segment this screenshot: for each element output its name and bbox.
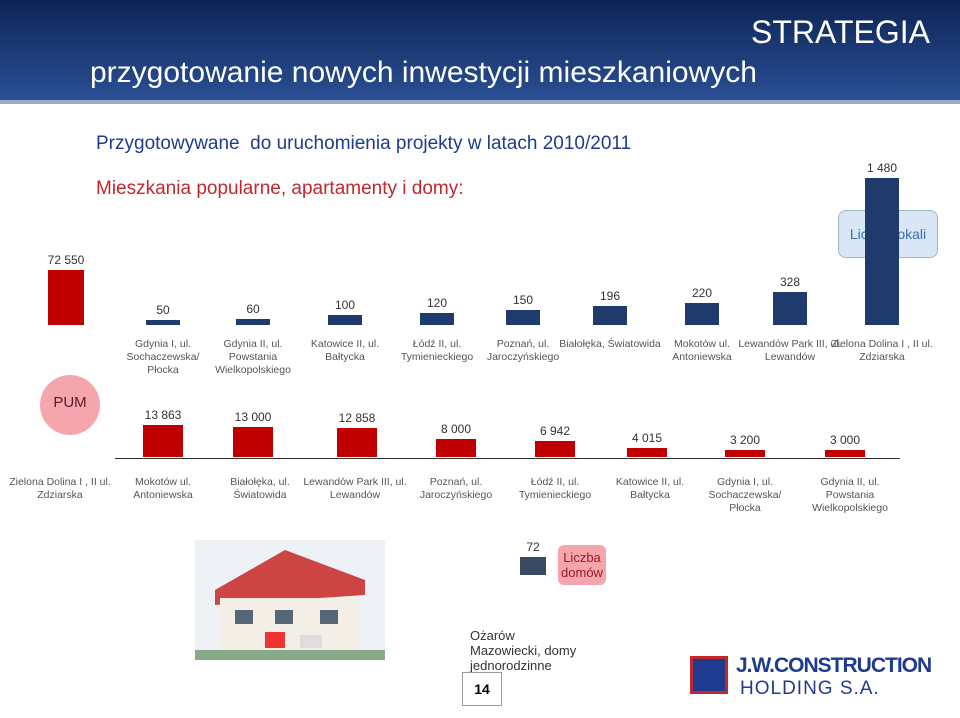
bar xyxy=(520,557,546,575)
x-tick-label: Łódź II, ul. Tymienieckiego xyxy=(518,476,592,501)
bar xyxy=(773,292,807,325)
bar xyxy=(627,447,667,457)
value-label: 12 858 xyxy=(338,410,376,425)
header-band xyxy=(0,0,960,100)
bar xyxy=(825,450,865,457)
value-label: 1 480 xyxy=(866,161,898,175)
value-label: 196 xyxy=(599,288,621,303)
x-tick-label: Gdynia I, ul. Sochaczewska/ Płocka xyxy=(708,476,782,514)
bar xyxy=(48,270,84,325)
x-tick-label: Gdynia I, ul. Sochaczewska/ Płocka xyxy=(126,338,200,376)
logo-sub: HOLDING S.A. xyxy=(740,678,880,699)
logo-name: J.W.CONSTRUCTION xyxy=(736,654,932,677)
value-label: 72 xyxy=(526,540,540,554)
x-tick-label: Białołęka, ul. Światowida xyxy=(230,476,290,501)
x-tick-label: Łódź II, ul. Tymienieckiego xyxy=(400,338,474,363)
bar xyxy=(233,427,273,457)
bar xyxy=(420,313,454,325)
value-label: 3 000 xyxy=(829,433,861,448)
logo-mark xyxy=(690,656,728,694)
value-label: 328 xyxy=(779,275,801,290)
x-tick-label: Zielona Dolina I , II ul. Zdziarska xyxy=(831,338,933,363)
bar xyxy=(506,310,540,325)
page-number: 14 xyxy=(462,672,502,706)
value-label: 6 942 xyxy=(539,424,571,439)
legend-domy: Liczba domów xyxy=(558,545,606,585)
value-label: 3 200 xyxy=(729,432,761,447)
value-label: 220 xyxy=(691,286,713,301)
subtitle: przygotowanie nowych inwestycji mieszkan… xyxy=(90,56,757,89)
x-tick-label: Lewandów Park III, ul. Lewandów xyxy=(303,476,407,501)
x-tick-label: Gdynia II, ul. Powstania Wielkopolskiego xyxy=(215,338,291,376)
header-rule xyxy=(0,100,960,104)
x-tick-label: Poznań, ul. Jaroczyńskiego xyxy=(419,476,493,501)
bar xyxy=(685,303,719,325)
x-tick-label: Zielona Dolina I , II ul. Zdziarska xyxy=(9,476,111,501)
x-tick-label: Katowice II, ul. Bałtycka xyxy=(310,338,380,363)
bar xyxy=(337,427,377,457)
title: STRATEGIA xyxy=(751,14,930,50)
x-tick-label: Gdynia II, ul. Powstania Wielkopolskiego xyxy=(812,476,888,514)
value-label: 72 550 xyxy=(47,253,85,267)
axis-line xyxy=(115,458,900,459)
value-label: 50 xyxy=(156,303,170,318)
caption: Ożarów Mazowiecki, domy jednorodzinne xyxy=(470,628,577,673)
bar xyxy=(865,178,899,325)
value-label: 150 xyxy=(512,293,534,308)
bar xyxy=(725,449,765,457)
value-label: 13 863 xyxy=(144,408,182,423)
bar xyxy=(146,320,180,325)
legend-pum: PUM xyxy=(40,375,100,435)
x-tick-label: Białołęka, Światowida xyxy=(559,338,661,350)
bar xyxy=(236,319,270,325)
value-label: 100 xyxy=(334,298,356,313)
x-tick-label: Poznań, ul. Jaroczyńskiego xyxy=(486,338,560,363)
x-tick-label: Mokotów ul. Antoniewska xyxy=(672,338,732,363)
bar xyxy=(436,438,476,457)
bar xyxy=(535,441,575,457)
value-label: 13 000 xyxy=(234,410,272,425)
x-tick-label: Katowice II, ul. Bałtycka xyxy=(615,476,685,501)
heading: Przygotowywane do uruchomienia projekty … xyxy=(96,133,632,154)
x-tick-label: Mokotów ul. Antoniewska xyxy=(133,476,193,501)
bar xyxy=(143,425,183,457)
house-image xyxy=(195,540,385,660)
value-label: 4 015 xyxy=(631,430,663,445)
value-label: 8 000 xyxy=(440,421,472,436)
value-label: 120 xyxy=(426,296,448,311)
bar xyxy=(593,305,627,325)
value-label: 60 xyxy=(246,302,260,317)
bar xyxy=(328,315,362,325)
subheading: Mieszkania popularne, apartamenty i domy… xyxy=(96,178,464,199)
x-tick-label: Lewandów Park III, ul. Lewandów xyxy=(738,338,842,363)
